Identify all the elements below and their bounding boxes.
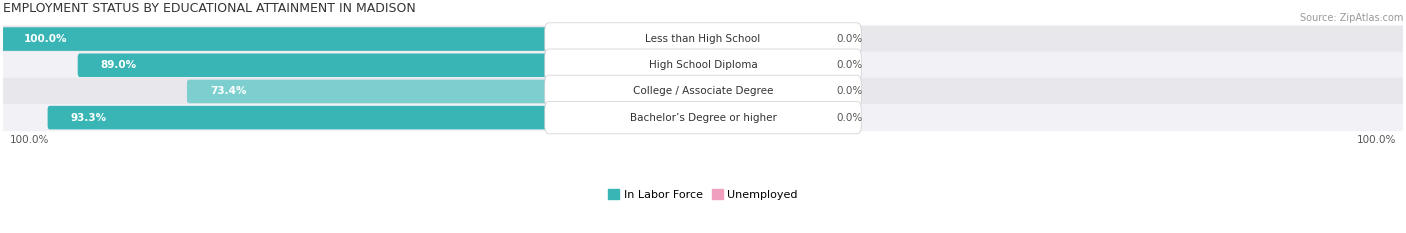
FancyBboxPatch shape (0, 27, 704, 51)
FancyBboxPatch shape (77, 53, 704, 77)
FancyBboxPatch shape (704, 106, 821, 129)
FancyBboxPatch shape (3, 104, 1403, 131)
Text: 93.3%: 93.3% (70, 113, 107, 123)
FancyBboxPatch shape (704, 27, 821, 51)
Text: 100.0%: 100.0% (10, 135, 49, 145)
FancyBboxPatch shape (48, 106, 704, 129)
FancyBboxPatch shape (544, 23, 862, 55)
Text: College / Associate Degree: College / Associate Degree (633, 86, 773, 96)
Legend: In Labor Force, Unemployed: In Labor Force, Unemployed (603, 185, 803, 204)
FancyBboxPatch shape (3, 25, 1403, 53)
FancyBboxPatch shape (544, 101, 862, 134)
Text: Source: ZipAtlas.com: Source: ZipAtlas.com (1301, 13, 1403, 23)
Text: 0.0%: 0.0% (837, 86, 862, 96)
FancyBboxPatch shape (704, 53, 821, 77)
Text: Bachelor’s Degree or higher: Bachelor’s Degree or higher (630, 113, 776, 123)
Text: 100.0%: 100.0% (24, 34, 67, 44)
Text: 0.0%: 0.0% (837, 60, 862, 70)
FancyBboxPatch shape (187, 80, 704, 103)
Text: High School Diploma: High School Diploma (648, 60, 758, 70)
FancyBboxPatch shape (3, 78, 1403, 105)
Text: 89.0%: 89.0% (101, 60, 136, 70)
FancyBboxPatch shape (544, 49, 862, 82)
FancyBboxPatch shape (704, 80, 821, 103)
FancyBboxPatch shape (544, 75, 862, 108)
Text: 0.0%: 0.0% (837, 34, 862, 44)
Text: 73.4%: 73.4% (209, 86, 246, 96)
Text: 0.0%: 0.0% (837, 113, 862, 123)
FancyBboxPatch shape (3, 52, 1403, 79)
Text: EMPLOYMENT STATUS BY EDUCATIONAL ATTAINMENT IN MADISON: EMPLOYMENT STATUS BY EDUCATIONAL ATTAINM… (3, 2, 416, 15)
Text: 100.0%: 100.0% (1357, 135, 1396, 145)
Text: Less than High School: Less than High School (645, 34, 761, 44)
